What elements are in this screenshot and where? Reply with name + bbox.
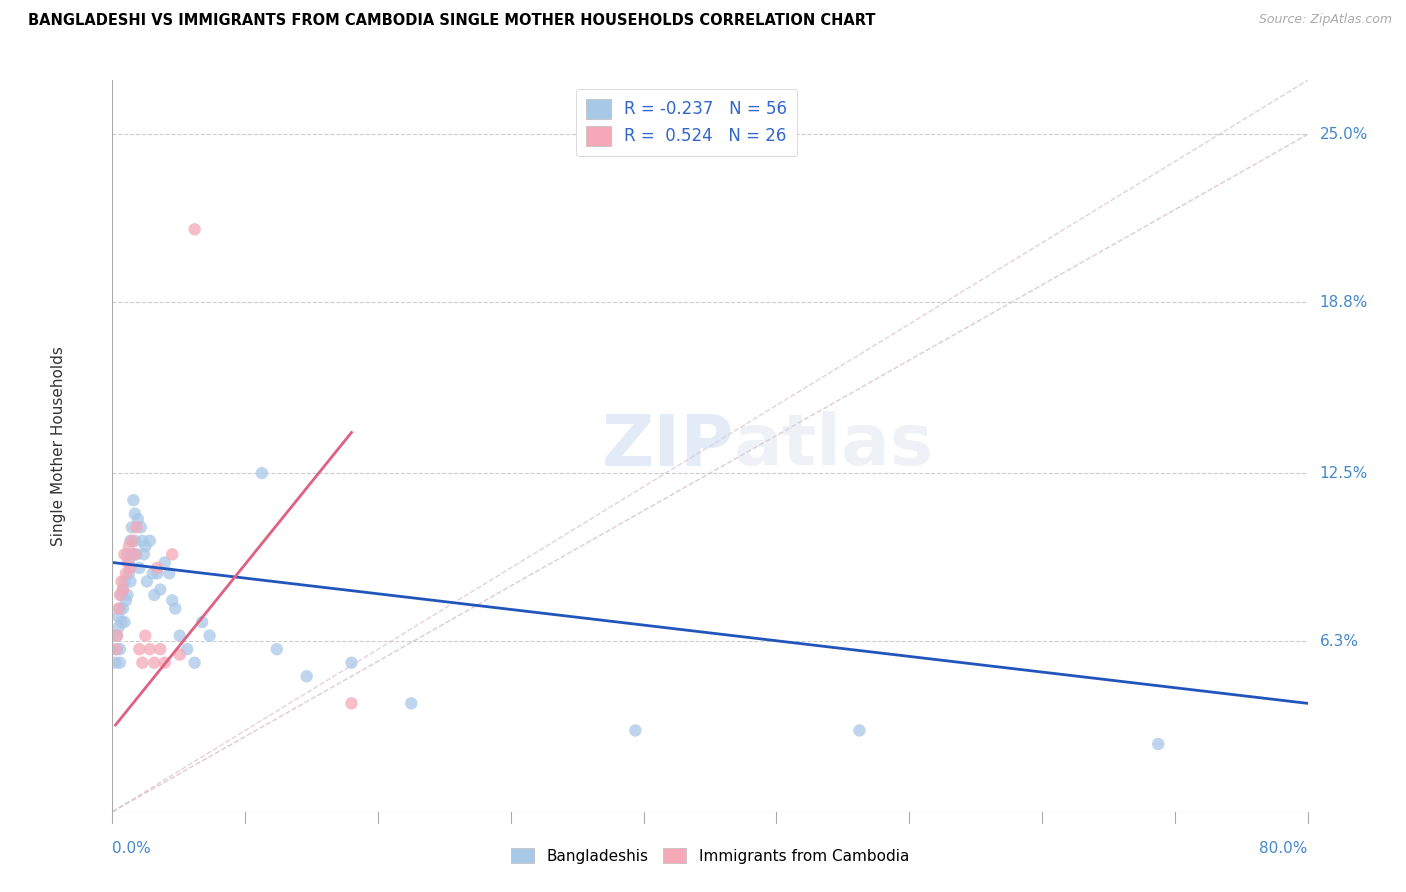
Point [118, 556, 141, 570]
Point [165, 601, 187, 615]
Point [118, 566, 141, 581]
Text: 12.5%: 12.5% [1319, 466, 1368, 481]
Point [117, 547, 139, 561]
Point [340, 656, 363, 670]
Point [1147, 737, 1170, 751]
Point [157, 566, 180, 581]
Point [143, 588, 166, 602]
Point [108, 656, 131, 670]
Point [108, 642, 131, 657]
Point [340, 697, 363, 711]
Point [146, 561, 169, 575]
Point [125, 520, 148, 534]
Point [153, 556, 176, 570]
Point [120, 533, 142, 548]
Point [128, 642, 150, 657]
Text: atlas: atlas [734, 411, 934, 481]
Point [124, 533, 146, 548]
Point [127, 512, 149, 526]
Point [250, 466, 273, 480]
Point [105, 629, 128, 643]
Point [118, 539, 141, 553]
Point [131, 656, 153, 670]
Point [183, 222, 205, 236]
Point [121, 547, 143, 561]
Point [114, 547, 135, 561]
Point [125, 547, 148, 561]
Point [120, 561, 142, 575]
Point [129, 520, 152, 534]
Point [107, 609, 129, 624]
Text: Source: ZipAtlas.com: Source: ZipAtlas.com [1258, 13, 1392, 27]
Point [162, 593, 183, 607]
Point [183, 656, 205, 670]
Point [266, 642, 288, 657]
Text: 80.0%: 80.0% [1260, 841, 1308, 856]
Point [153, 656, 176, 670]
Point [105, 642, 128, 657]
Point [149, 582, 172, 597]
Point [401, 697, 423, 711]
Point [128, 561, 150, 575]
Point [131, 533, 153, 548]
Point [115, 593, 138, 607]
Point [295, 669, 318, 683]
Point [134, 629, 156, 643]
Point [121, 520, 143, 534]
Point [104, 642, 127, 657]
Point [169, 648, 191, 662]
Point [132, 547, 155, 561]
Point [149, 642, 172, 657]
Point [120, 574, 142, 589]
Point [162, 547, 183, 561]
Point [124, 507, 146, 521]
Point [114, 574, 135, 589]
Point [107, 601, 129, 615]
Point [139, 533, 162, 548]
Point [111, 582, 134, 597]
Point [110, 588, 132, 602]
Point [108, 588, 131, 602]
Point [111, 601, 134, 615]
Point [122, 493, 145, 508]
Point [198, 629, 221, 643]
Point [104, 656, 127, 670]
Point [114, 615, 135, 629]
Point [143, 656, 166, 670]
Text: 25.0%: 25.0% [1319, 127, 1368, 142]
Point [117, 588, 139, 602]
Point [124, 547, 146, 561]
Text: 0.0%: 0.0% [112, 841, 152, 856]
Text: ZIP: ZIP [602, 411, 734, 481]
Point [146, 566, 169, 581]
Point [848, 723, 870, 738]
Point [121, 533, 143, 548]
Point [135, 574, 157, 589]
Point [176, 642, 198, 657]
Point [110, 615, 132, 629]
Point [111, 582, 134, 597]
Text: 18.8%: 18.8% [1319, 295, 1368, 310]
Point [110, 574, 132, 589]
Point [139, 642, 162, 657]
Point [117, 556, 139, 570]
Text: 6.3%: 6.3% [1319, 633, 1358, 648]
Point [191, 615, 214, 629]
Point [142, 566, 165, 581]
Point [624, 723, 647, 738]
Point [134, 539, 156, 553]
Point [115, 566, 138, 581]
Text: Single Mother Households: Single Mother Households [51, 346, 66, 546]
Legend: Bangladeshis, Immigrants from Cambodia: Bangladeshis, Immigrants from Cambodia [505, 842, 915, 870]
Text: BANGLADESHI VS IMMIGRANTS FROM CAMBODIA SINGLE MOTHER HOUSEHOLDS CORRELATION CHA: BANGLADESHI VS IMMIGRANTS FROM CAMBODIA … [28, 13, 876, 29]
Point [169, 629, 191, 643]
Point [105, 629, 128, 643]
Point [108, 601, 131, 615]
Point [107, 620, 129, 634]
